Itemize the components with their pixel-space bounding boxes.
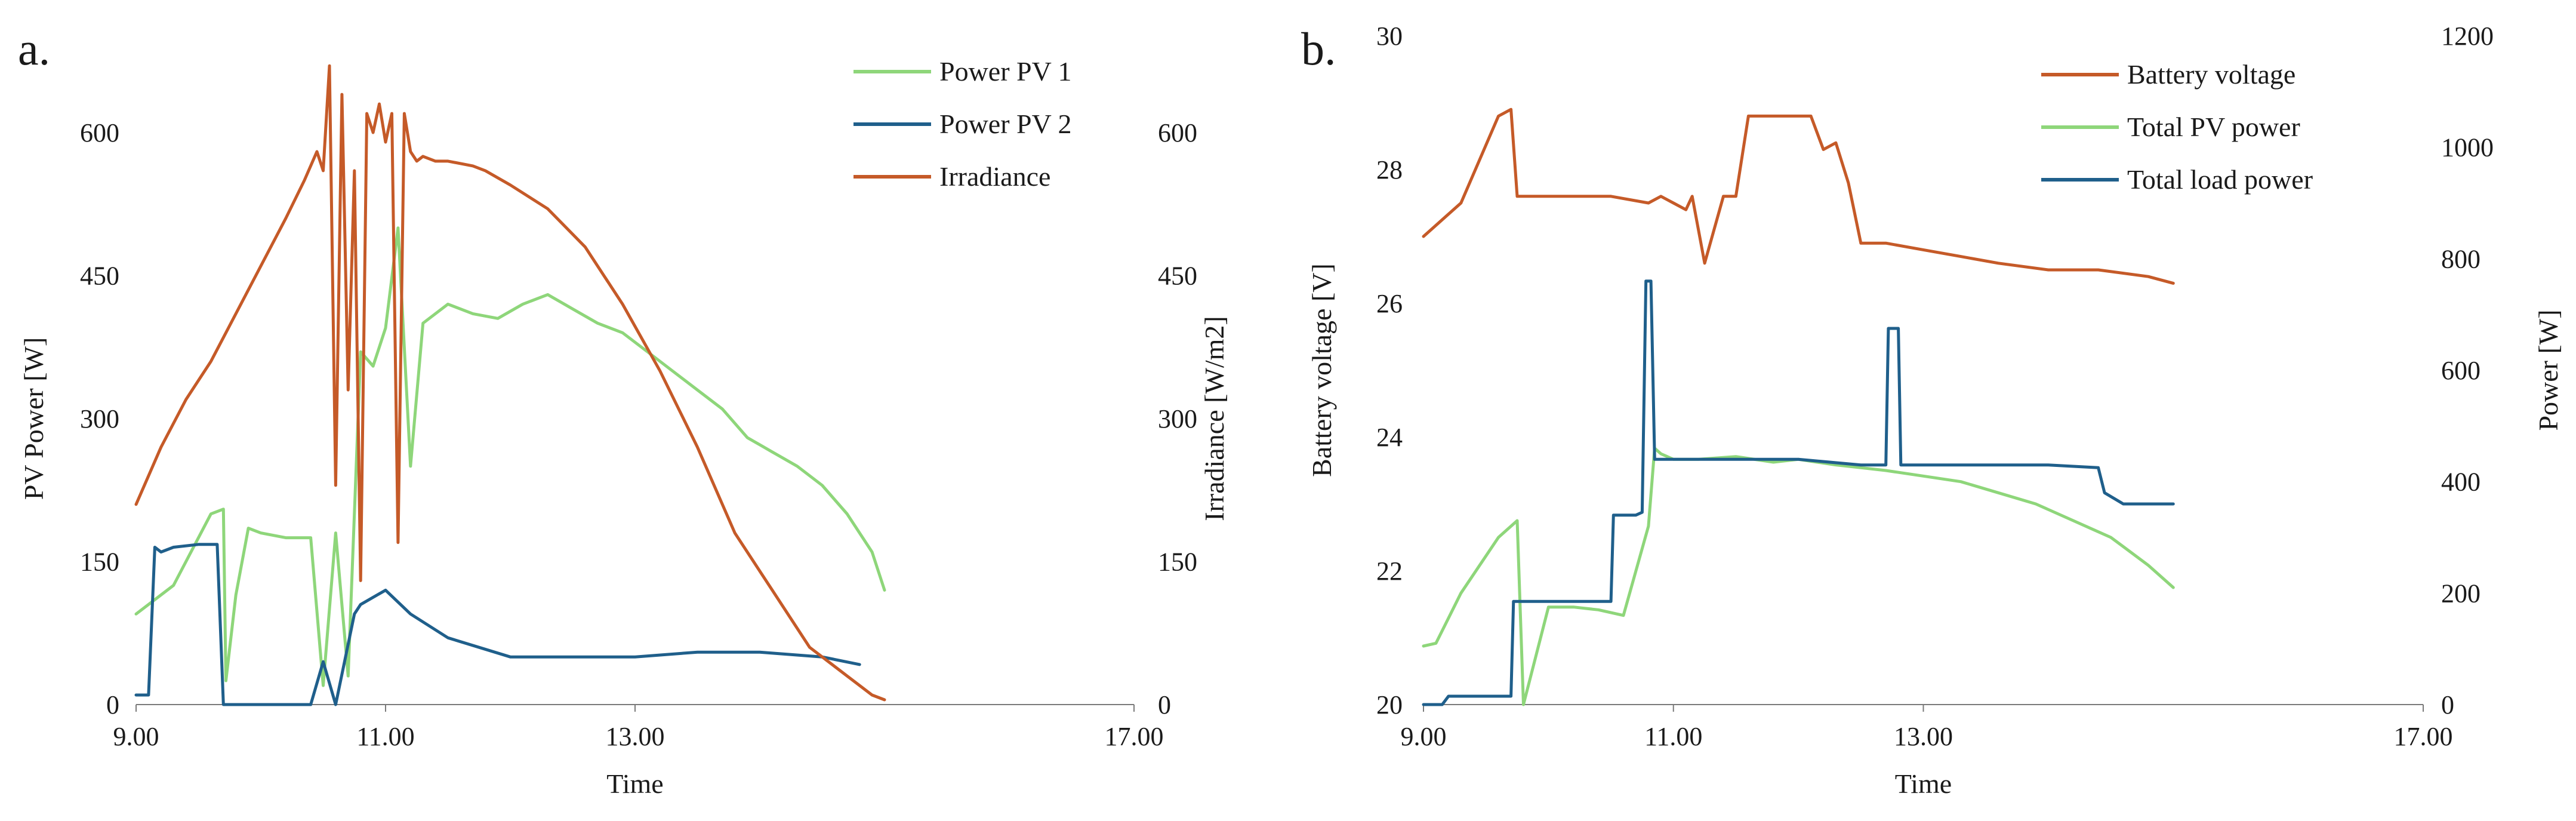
- series-line-power-pv-2: [134, 543, 861, 706]
- x-tick-label: 17.00: [1105, 722, 1164, 751]
- y-axis-title-right: Power [W]: [2533, 309, 2563, 431]
- y-axis-title-right: Irradiance [W/m2]: [1199, 316, 1230, 521]
- y-tick-label-right: 800: [2441, 244, 2481, 273]
- y-tick-label-left: 22: [1376, 556, 1403, 586]
- x-axis-title: Time: [1895, 768, 1952, 799]
- y-tick-label-right: 0: [2441, 690, 2454, 719]
- legend-label: Power PV 2: [939, 109, 1072, 139]
- series-line-total-load-power: [1422, 279, 2175, 706]
- y-tick-label-right: 600: [2441, 356, 2481, 385]
- x-tick-label: 11.00: [1644, 722, 1702, 751]
- y-tick-label-right: 300: [1158, 404, 1197, 433]
- y-tick-label-left: 300: [80, 404, 119, 433]
- series-line-total-pv-power: [1422, 447, 2175, 706]
- y-tick-label-left: 20: [1376, 690, 1403, 719]
- x-tick-label: 11.00: [356, 722, 414, 751]
- series-line-power-pv-1: [134, 226, 886, 687]
- x-axis-title: Time: [606, 768, 663, 799]
- panel-label: a.: [18, 23, 50, 75]
- chart-panel-2: 9.00 11.00 13.00 17.00 20 22 24 26 28 30 0 200 400 60…: [1301, 21, 2563, 799]
- y-tick-label-left: 30: [1376, 21, 1403, 51]
- y-tick-label-right: 450: [1158, 262, 1197, 291]
- y-tick-label-right: 1000: [2441, 133, 2494, 162]
- y-tick-label-left: 150: [80, 548, 119, 577]
- y-tick-label-left: 600: [80, 118, 119, 147]
- x-tick-label: 9.00: [113, 722, 159, 751]
- legend-label: Total load power: [2127, 164, 2313, 195]
- x-tick-label: 17.00: [2394, 722, 2453, 751]
- series-line-irradiance: [134, 64, 886, 702]
- y-tick-label-left: 26: [1376, 289, 1403, 318]
- y-tick-label-left: 450: [80, 262, 119, 291]
- y-axis-title-left: Battery voltage [V]: [1307, 263, 1337, 477]
- panel-label: b.: [1301, 23, 1336, 75]
- y-tick-label-left: 0: [106, 690, 119, 719]
- y-axis-title-left: PV Power [W]: [19, 337, 49, 500]
- y-tick-label-right: 400: [2441, 468, 2481, 497]
- y-tick-label-right: 0: [1158, 690, 1171, 719]
- y-tick-label-right: 1200: [2441, 21, 2494, 51]
- legend-label: Total PV power: [2127, 112, 2300, 142]
- legend-label: Irradiance: [939, 161, 1050, 192]
- y-tick-label-right: 150: [1158, 548, 1197, 577]
- chart-panel-1: 9.00 11.00 13.00 17.00 0 150 300 450 600 0 150 300 4…: [18, 23, 1230, 799]
- legend-label: Power PV 1: [939, 56, 1072, 87]
- x-tick-label: 13.00: [1894, 722, 1953, 751]
- series-line-battery-voltage: [1422, 107, 2175, 285]
- y-tick-label-right: 600: [1158, 118, 1197, 147]
- legend-label: Battery voltage: [2127, 59, 2295, 90]
- x-tick-label: 9.00: [1401, 722, 1447, 751]
- y-tick-label-left: 28: [1376, 155, 1403, 185]
- y-tick-label-right: 200: [2441, 579, 2481, 608]
- x-tick-label: 13.00: [606, 722, 665, 751]
- y-tick-label-left: 24: [1376, 423, 1403, 452]
